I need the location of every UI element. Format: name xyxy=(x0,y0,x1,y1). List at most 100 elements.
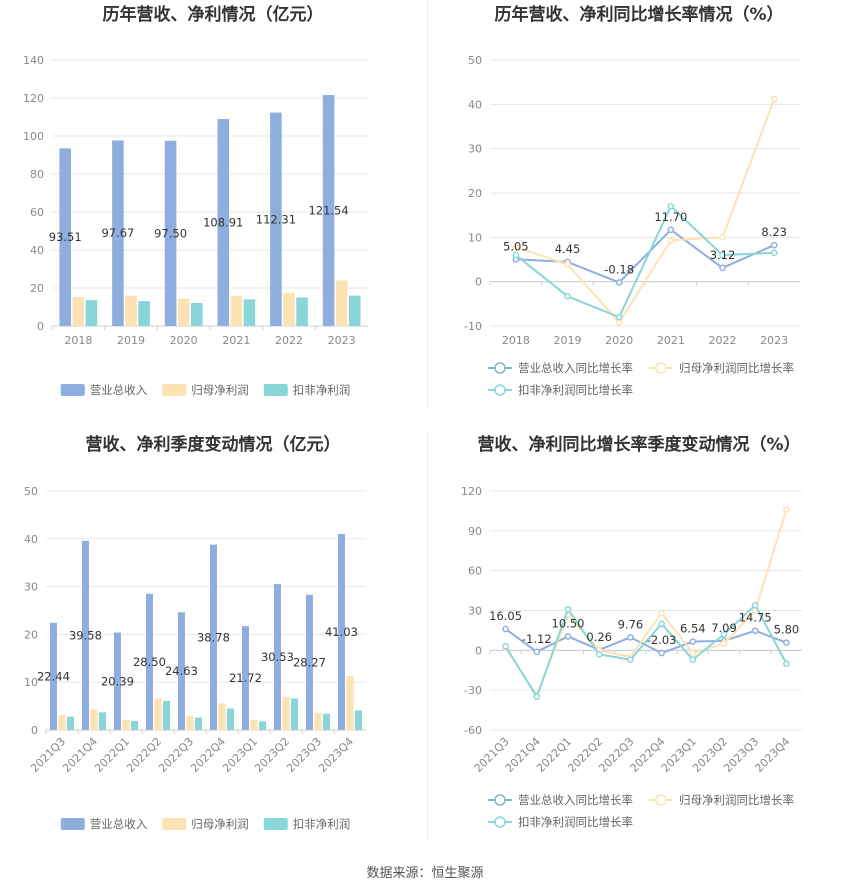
series-line-deducted-profit xyxy=(515,204,775,319)
y-tick-label: 80 xyxy=(30,168,44,181)
series-point xyxy=(719,251,726,259)
series-point xyxy=(533,648,541,656)
bar-deducted-profit xyxy=(227,708,235,730)
bar-data-label: 39.58 xyxy=(69,628,102,642)
chart-svg: 营收、净利季度变动情况（亿元）010203040502021Q32021Q420… xyxy=(24,434,366,831)
bar-revenue xyxy=(322,95,335,326)
chart-svg: 营收、净利同比增长率季度变动情况（%）-60-3003060901202021Q… xyxy=(461,434,802,829)
y-tick-label: 60 xyxy=(468,565,482,578)
bar-net-profit xyxy=(72,297,85,326)
bar-deducted-profit xyxy=(348,295,361,326)
y-tick-label: 0 xyxy=(37,320,44,333)
series-point xyxy=(667,237,675,244)
quarterly-revenue-profit-chart: 营收、净利季度变动情况（亿元） 0 10 20 30 40 50 2021Q3 2021Q4 20… xyxy=(0,428,426,868)
y-tick-label: 50 xyxy=(468,54,482,67)
series-point xyxy=(502,643,509,650)
y-tick-label: 20 xyxy=(30,282,44,295)
bar-deducted-profit xyxy=(355,710,363,730)
bar-data-label: 24.63 xyxy=(165,664,198,678)
bar-revenue xyxy=(177,612,185,730)
series-point xyxy=(783,506,790,513)
series-line-net-profit xyxy=(515,98,776,325)
y-tick-label: 20 xyxy=(24,628,38,641)
bar-data-label: 112.31 xyxy=(256,212,296,226)
bar-data-label: 41.03 xyxy=(325,625,358,639)
bar-data-label: 97.50 xyxy=(154,226,187,240)
bar-revenue xyxy=(49,622,57,730)
bar-data-label: 121.54 xyxy=(308,204,348,218)
legend-marker xyxy=(494,362,506,374)
x-tick-label: 2021 xyxy=(657,334,685,347)
legend-marker xyxy=(494,384,506,396)
legend-label: 归母净利润同比增长率 xyxy=(679,361,794,375)
series-point xyxy=(770,95,778,103)
bar-data-label: 20.39 xyxy=(101,674,134,688)
x-tick-label: 2021 xyxy=(222,334,250,347)
x-tick-label: 2019 xyxy=(554,334,582,347)
y-tick-label: 0 xyxy=(475,644,482,657)
line-data-label: -2.03 xyxy=(647,633,677,647)
x-tick-label: 2023 xyxy=(760,334,788,347)
series-point xyxy=(658,649,665,657)
series-point xyxy=(719,234,726,241)
y-tick-label: -60 xyxy=(464,724,482,737)
legend-label: 归母净利润 xyxy=(191,383,249,397)
series-line-revenue xyxy=(505,628,787,655)
y-tick-label: 120 xyxy=(23,92,44,105)
bar-revenue xyxy=(273,584,281,730)
line-data-label: 8.23 xyxy=(761,225,787,239)
bar-deducted-profit xyxy=(99,712,107,730)
legend-label: 营业总收入 xyxy=(90,817,148,831)
line-data-label: 6.54 xyxy=(680,622,706,636)
x-tick-label: 2020 xyxy=(170,334,198,347)
x-tick-label: 2023 xyxy=(328,334,356,347)
series-point xyxy=(720,631,728,638)
series-point xyxy=(783,660,790,667)
y-tick-label: 0 xyxy=(31,724,38,737)
y-tick-label: 90 xyxy=(468,525,482,538)
legend-swatch xyxy=(60,384,85,396)
y-tick-label: 10 xyxy=(468,231,482,244)
series-point xyxy=(667,202,675,210)
series-point xyxy=(615,279,623,286)
bar-revenue xyxy=(305,594,313,730)
series-point xyxy=(502,625,509,633)
bar-revenue xyxy=(241,626,249,730)
legend-swatch xyxy=(162,384,187,396)
bar-net-profit xyxy=(314,712,322,730)
bar-net-profit xyxy=(283,292,295,326)
bar-net-profit xyxy=(282,697,290,730)
series-point xyxy=(751,627,759,635)
series-point xyxy=(689,656,697,663)
y-tick-label: 0 xyxy=(475,276,482,289)
bar-deducted-profit xyxy=(243,299,256,326)
bar-deducted-profit xyxy=(259,721,267,730)
series-point xyxy=(615,319,623,326)
bar-deducted-profit xyxy=(291,698,299,730)
vertical-divider-top xyxy=(427,0,428,408)
line-data-label: 9.76 xyxy=(618,617,644,631)
y-tick-label: 30 xyxy=(468,605,482,618)
bar-net-profit xyxy=(335,280,348,326)
bar-net-profit xyxy=(125,295,137,326)
bar-data-label: 28.27 xyxy=(293,655,326,669)
series-point xyxy=(627,634,634,641)
legend-swatch xyxy=(263,818,288,830)
chart-svg: 历年营收、净利情况（亿元） 0 20 40 60 80 100 120 140 2018 2019 2… xyxy=(23,4,368,397)
bar-net-profit xyxy=(250,719,258,730)
legend-marker xyxy=(494,816,506,828)
bar-net-profit xyxy=(154,698,162,730)
line-data-label: 11.70 xyxy=(654,210,687,224)
line-data-label: 16.05 xyxy=(489,609,522,623)
bar-net-profit xyxy=(177,298,190,326)
bar-revenue xyxy=(81,540,89,730)
y-tick-label: 120 xyxy=(461,485,482,498)
x-tick-label: 2018 xyxy=(502,334,530,347)
annual-growth-rate-chart: 历年营收、净利同比增长率情况（%） -10 0 10 20 30 40 50 2018 2019 2… xyxy=(428,0,850,408)
y-tick-label: 140 xyxy=(23,54,44,67)
x-tick-label: 2018 xyxy=(64,334,92,347)
series-point xyxy=(564,261,571,268)
legend-label: 归母净利润同比增长率 xyxy=(679,793,794,807)
bar-deducted-profit xyxy=(138,301,150,326)
bar-net-profit xyxy=(58,715,66,730)
